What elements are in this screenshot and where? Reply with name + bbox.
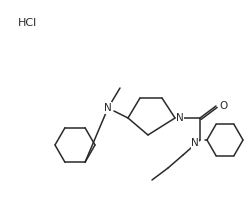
Text: O: O bbox=[219, 101, 227, 111]
Text: N: N bbox=[191, 138, 199, 148]
Text: N: N bbox=[176, 113, 184, 123]
Text: N: N bbox=[104, 103, 112, 113]
Text: HCl: HCl bbox=[18, 18, 37, 28]
